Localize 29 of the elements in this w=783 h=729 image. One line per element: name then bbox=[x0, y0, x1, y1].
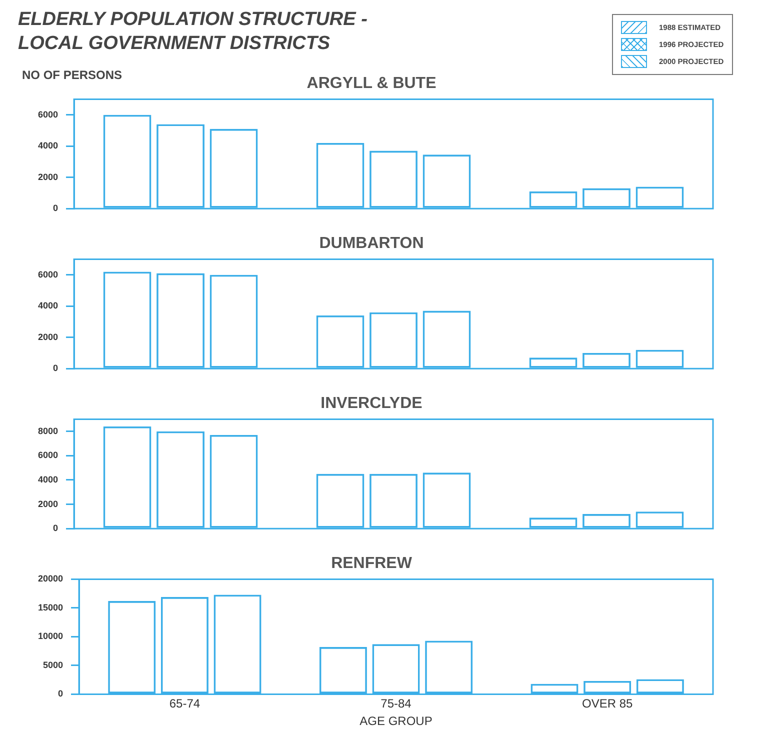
y-tick-label: 2000 bbox=[38, 498, 58, 509]
y-tick-label: 6000 bbox=[38, 109, 58, 120]
y-tick-label: 8000 bbox=[38, 426, 58, 436]
y-tick-label: 0 bbox=[53, 363, 58, 374]
y-tick-label: 6000 bbox=[38, 450, 58, 460]
x-tick-label: 65-74 bbox=[169, 696, 200, 711]
y-tick-label: 2000 bbox=[38, 172, 58, 182]
x-axis-title: AGE GROUP bbox=[360, 714, 432, 728]
text: LOCAL GOVERNMENT DISTRICTS bbox=[18, 33, 330, 54]
chart-title: INVERCLYDE bbox=[320, 395, 423, 412]
y-axis-title: NO OF PERSONS bbox=[22, 68, 122, 82]
y-tick-label: 4000 bbox=[38, 474, 58, 484]
y-tick-label: 15000 bbox=[38, 602, 64, 612]
y-tick-label: 20000 bbox=[38, 574, 64, 584]
y-tick-label: 4000 bbox=[38, 300, 58, 311]
chart-title: DUMBARTON bbox=[319, 235, 424, 252]
chart-title: ARGYLL & BUTE bbox=[306, 75, 437, 92]
y-tick-label: 5000 bbox=[42, 660, 64, 670]
y-tick-label: 10000 bbox=[38, 631, 64, 642]
y-tick-label: 4000 bbox=[38, 140, 58, 151]
y-tick-label: 6000 bbox=[38, 269, 58, 280]
text: ELDERLY POPULATION STRUCTURE - bbox=[18, 9, 368, 30]
x-tick-label: 75-84 bbox=[380, 696, 412, 711]
y-tick-label: 0 bbox=[58, 688, 64, 699]
chart-title: RENFREW bbox=[331, 555, 413, 572]
y-tick-label: 0 bbox=[53, 203, 58, 214]
y-tick-label: 0 bbox=[53, 523, 58, 534]
y-tick-label: 2000 bbox=[38, 332, 58, 342]
x-tick-label: OVER 85 bbox=[582, 696, 633, 711]
